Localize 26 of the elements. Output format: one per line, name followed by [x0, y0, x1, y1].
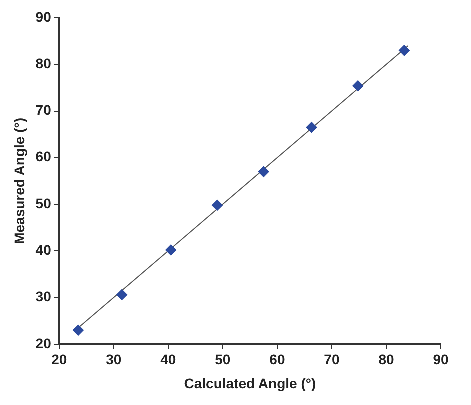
y-tick-label: 30	[36, 288, 52, 305]
y-tick-label: 50	[36, 195, 52, 212]
y-axis-title: Measured Angle (°)	[11, 118, 28, 244]
x-axis-title: Calculated Angle (°)	[184, 375, 316, 392]
point	[72, 324, 84, 336]
x-tick-label: 30	[106, 352, 122, 368]
y-tick-label: 70	[36, 102, 52, 118]
point	[352, 80, 364, 92]
y-tick-label: 80	[36, 55, 52, 72]
x-tick-label: 80	[378, 352, 394, 368]
point	[166, 244, 177, 256]
point	[258, 166, 270, 178]
y-tick-label: 40	[36, 242, 52, 258]
x-tick-label: 70	[324, 352, 340, 368]
point	[398, 45, 410, 56]
x-tick-label: 40	[160, 352, 176, 368]
x-tick-label: 50	[215, 352, 231, 368]
x-tick-label: 90	[433, 352, 449, 368]
point	[116, 289, 128, 300]
x-tick-label: 60	[270, 352, 286, 368]
x-tick-label: 20	[52, 352, 68, 368]
y-tick-label: 20	[36, 335, 52, 352]
y-tick-label: 60	[36, 148, 52, 165]
point	[306, 122, 318, 134]
point	[212, 200, 223, 211]
y-tick-label: 90	[36, 8, 52, 25]
